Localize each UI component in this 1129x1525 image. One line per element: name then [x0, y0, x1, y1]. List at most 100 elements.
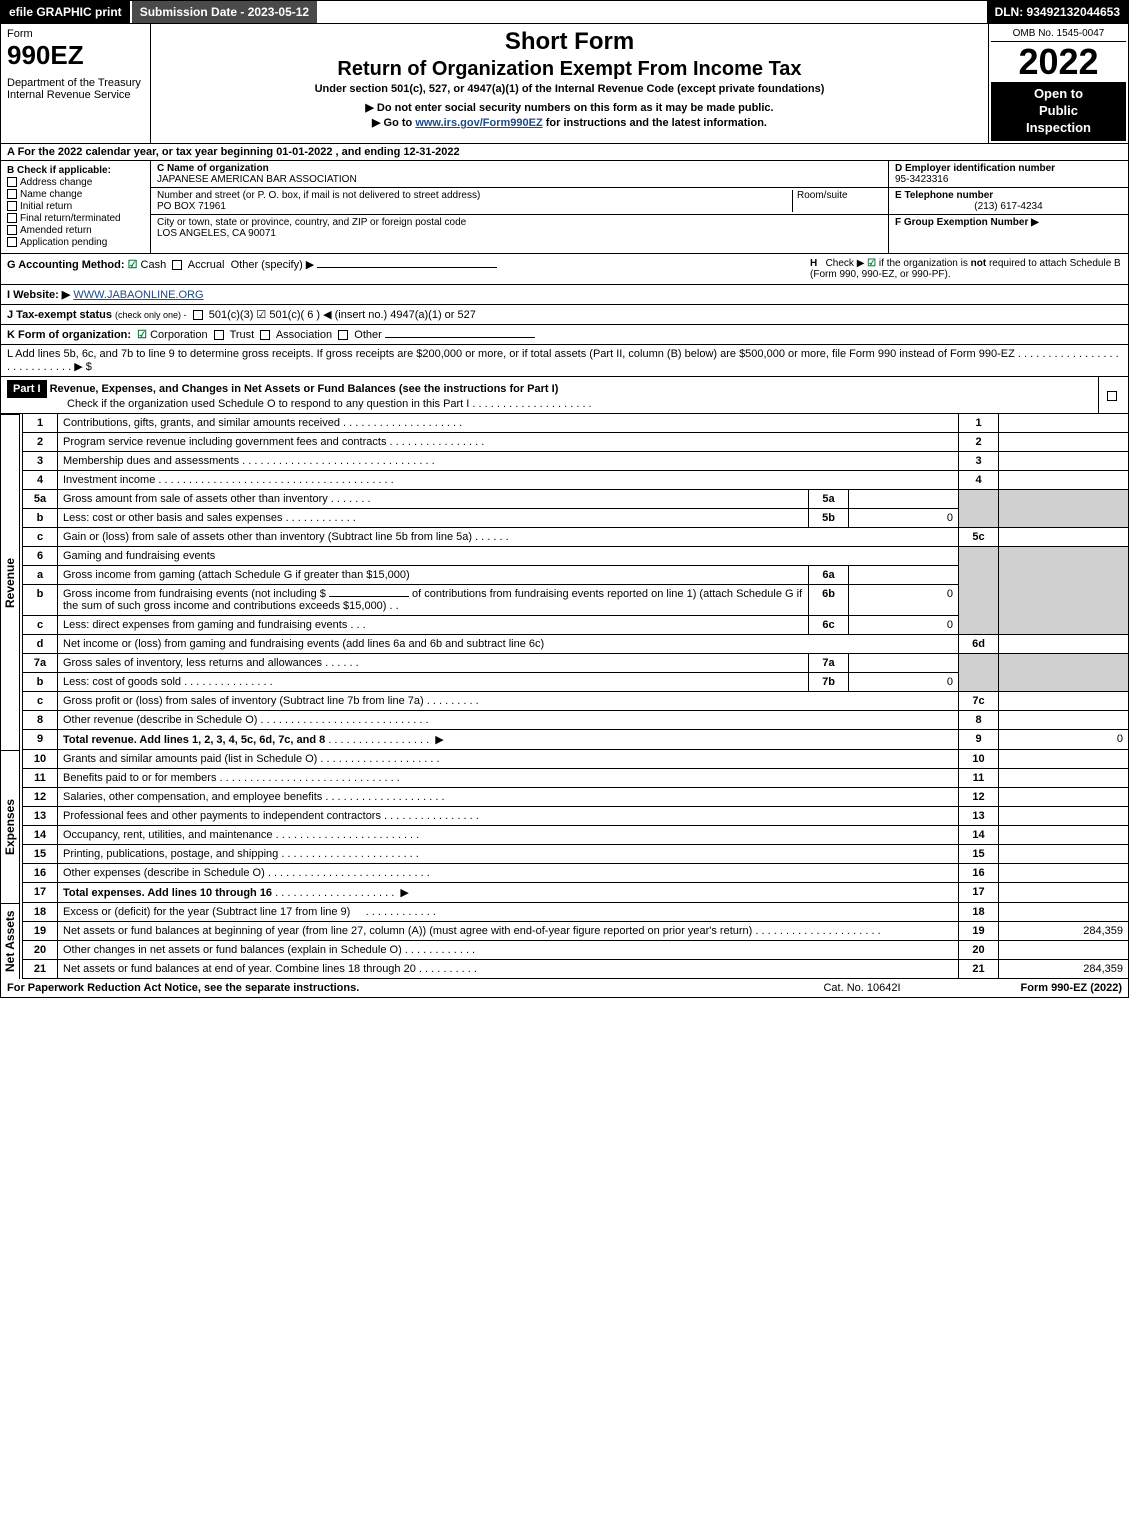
line-13: 13Professional fees and other payments t… [23, 806, 1129, 825]
line-16: 16Other expenses (describe in Schedule O… [23, 863, 1129, 882]
open-line3: Inspection [993, 120, 1124, 137]
expenses-section: Expenses 10Grants and similar amounts pa… [0, 750, 1129, 903]
k-other-check[interactable] [338, 330, 348, 340]
line-14: 14Occupancy, rent, utilities, and mainte… [23, 825, 1129, 844]
line-12: 12Salaries, other compensation, and empl… [23, 787, 1129, 806]
l-text: L Add lines 5b, 6c, and 7b to line 9 to … [7, 348, 1015, 360]
check-final-return[interactable]: Final return/terminated [7, 213, 144, 224]
addr-label: Number and street (or P. O. box, if mail… [157, 190, 480, 201]
l-arrow: ▶ $ [74, 361, 92, 373]
part1-header-row: Part I Revenue, Expenses, and Changes in… [0, 377, 1129, 414]
line-5c: cGain or (loss) from sale of assets othe… [23, 527, 1129, 546]
efile-print-label[interactable]: efile GRAPHIC print [1, 1, 130, 23]
k-other: Other [354, 329, 382, 341]
website-link[interactable]: WWW.JABAONLINE.ORG [73, 289, 203, 301]
footer-cat: Cat. No. 10642I [762, 982, 962, 994]
org-name-row: C Name of organization JAPANESE AMERICAN… [151, 161, 888, 188]
open-to-public: Open to Public Inspection [991, 82, 1126, 141]
line-9: 9Total revenue. Add lines 1, 2, 3, 4, 5c… [23, 729, 1129, 749]
line-18: 18Excess or (deficit) for the year (Subt… [23, 903, 1129, 922]
j-note: (check only one) - [115, 310, 187, 320]
header-right: OMB No. 1545-0047 2022 Open to Public In… [988, 24, 1128, 143]
dln-label: DLN: 93492132044653 [987, 1, 1128, 23]
form-number: 990EZ [7, 40, 144, 71]
footer-left: For Paperwork Reduction Act Notice, see … [7, 982, 762, 994]
goto-line: ▶ Go to www.irs.gov/Form990EZ for instru… [159, 116, 980, 129]
section-bcdef: B Check if applicable: Address change Na… [0, 161, 1129, 254]
6b-amount-input[interactable] [329, 596, 409, 597]
column-def: D Employer identification number 95-3423… [888, 161, 1128, 253]
addr-value: PO BOX 71961 [157, 201, 792, 212]
open-line2: Public [993, 103, 1124, 120]
dept-treasury: Department of the Treasury [7, 77, 144, 89]
line-3: 3Membership dues and assessments . . . .… [23, 451, 1129, 470]
line-6d: dNet income or (loss) from gaming and fu… [23, 634, 1129, 653]
k-assoc: Association [276, 329, 332, 341]
g-accounting: G Accounting Method: ☑ Cash Accrual Othe… [7, 258, 802, 280]
j-501c3-check[interactable] [193, 310, 203, 320]
city-label: City or town, state or province, country… [157, 217, 882, 228]
e-label: E Telephone number [895, 190, 1122, 201]
form-word: Form [7, 28, 144, 40]
return-title: Return of Organization Exempt From Incom… [159, 58, 980, 81]
g-label: G Accounting Method: [7, 259, 125, 271]
g-cash: Cash [141, 259, 167, 271]
org-name: JAPANESE AMERICAN BAR ASSOCIATION [157, 174, 882, 185]
line-5a: 5aGross amount from sale of assets other… [23, 489, 1129, 508]
goto-link[interactable]: www.irs.gov/Form990EZ [415, 117, 542, 129]
row-k-form-org: K Form of organization: ☑ Corporation Tr… [0, 325, 1129, 345]
omb-number: OMB No. 1545-0047 [991, 26, 1126, 42]
g-other-input[interactable] [317, 267, 497, 268]
addr-row: Number and street (or P. O. box, if mail… [151, 188, 888, 215]
part1-desc-cell: Part I Revenue, Expenses, and Changes in… [1, 377, 1098, 413]
check-name-change[interactable]: Name change [7, 189, 144, 200]
check-initial-return[interactable]: Initial return [7, 201, 144, 212]
row-j-tax-exempt: J Tax-exempt status (check only one) - 5… [0, 305, 1129, 325]
j-label: J Tax-exempt status [7, 309, 112, 321]
check-application-pending[interactable]: Application pending [7, 237, 144, 248]
form-header: Form 990EZ Department of the Treasury In… [0, 24, 1129, 144]
room-suite-label: Room/suite [792, 190, 882, 212]
line-1: 1Contributions, gifts, grants, and simil… [23, 414, 1129, 433]
c-label: C Name of organization [157, 163, 882, 174]
row-a-tax-year: A For the 2022 calendar year, or tax yea… [0, 144, 1129, 161]
d-value: 95-3423316 [895, 174, 1122, 185]
h-label: H [810, 258, 817, 269]
under-section: Under section 501(c), 527, or 4947(a)(1)… [159, 83, 980, 95]
e-value: (213) 617-4234 [895, 201, 1122, 212]
k-other-input[interactable] [385, 337, 535, 338]
topbar: efile GRAPHIC print Submission Date - 20… [0, 0, 1129, 24]
revenue-section: Revenue 1Contributions, gifts, grants, a… [0, 414, 1129, 750]
check-amended-return[interactable]: Amended return [7, 225, 144, 236]
expenses-table: 10Grants and similar amounts paid (list … [22, 750, 1129, 903]
k-trust-check[interactable] [214, 330, 224, 340]
expenses-vertical-label: Expenses [0, 750, 20, 903]
line-7c: cGross profit or (loss) from sales of in… [23, 691, 1129, 710]
part1-check-text: Check if the organization used Schedule … [67, 398, 469, 410]
goto-suffix: for instructions and the latest informat… [543, 117, 767, 129]
h-text2: if the organization is [879, 258, 971, 269]
line-11: 11Benefits paid to or for members . . . … [23, 768, 1129, 787]
line-8: 8Other revenue (describe in Schedule O) … [23, 710, 1129, 729]
line-15: 15Printing, publications, postage, and s… [23, 844, 1129, 863]
line-4: 4Investment income . . . . . . . . . . .… [23, 470, 1129, 489]
part1-check-box[interactable] [1098, 377, 1128, 413]
header-center: Short Form Return of Organization Exempt… [151, 24, 988, 143]
line-10: 10Grants and similar amounts paid (list … [23, 750, 1129, 769]
line-21: 21Net assets or fund balances at end of … [23, 959, 1129, 978]
header-left: Form 990EZ Department of the Treasury In… [1, 24, 151, 143]
goto-prefix: ▶ Go to [372, 117, 415, 129]
check-accrual[interactable] [172, 260, 182, 270]
g-other: Other (specify) ▶ [231, 259, 315, 271]
ssn-note: ▶ Do not enter social security numbers o… [159, 101, 980, 114]
revenue-vertical-label: Revenue [0, 414, 20, 750]
footer-form: Form 990-EZ (2022) [962, 982, 1122, 994]
line-20: 20Other changes in net assets or fund ba… [23, 940, 1129, 959]
k-assoc-check[interactable] [260, 330, 270, 340]
check-address-change[interactable]: Address change [7, 177, 144, 188]
line-2: 2Program service revenue including gover… [23, 432, 1129, 451]
f-label: F Group Exemption Number ▶ [895, 217, 1039, 228]
submission-date: Submission Date - 2023-05-12 [130, 1, 317, 23]
check-cash-icon: ☑ [128, 259, 138, 271]
revenue-table: 1Contributions, gifts, grants, and simil… [22, 414, 1129, 750]
